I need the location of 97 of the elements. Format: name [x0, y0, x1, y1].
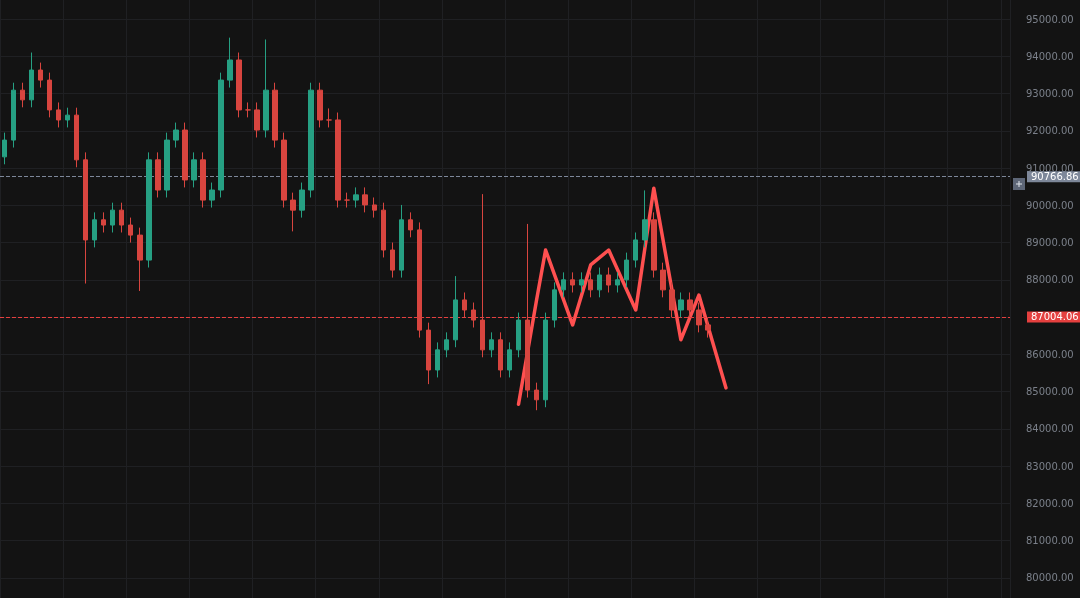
candlestick	[119, 202, 124, 233]
candlestick	[272, 82, 278, 149]
candlestick	[651, 211, 657, 279]
candlestick	[11, 82, 16, 149]
candlestick	[462, 291, 467, 318]
candlestick	[372, 196, 377, 219]
candlestick	[173, 122, 179, 149]
y-tick-label: 89000.00	[1026, 237, 1074, 249]
candlestick	[353, 186, 359, 209]
candlestick	[624, 252, 629, 288]
candlestick	[417, 221, 422, 339]
candlestick	[281, 132, 287, 209]
candlestick	[552, 281, 557, 328]
candlestick	[615, 271, 620, 293]
candlestick	[317, 82, 323, 128]
candlestick	[633, 231, 638, 269]
candlestick	[326, 107, 332, 128]
candlestick	[20, 82, 25, 108]
candlestick	[38, 62, 43, 89]
candlestick	[200, 151, 206, 209]
y-tick-label: 85000.00	[1026, 386, 1074, 398]
y-tick-label: 95000.00	[1026, 13, 1074, 25]
candlestick	[507, 341, 512, 378]
candlestick	[588, 271, 593, 298]
candlestick	[678, 291, 684, 318]
candlestick	[669, 281, 675, 318]
candlestick	[408, 211, 413, 238]
candlestick	[137, 227, 143, 292]
candlestick	[47, 72, 52, 118]
candlestick	[705, 316, 711, 339]
candlestick	[471, 302, 476, 328]
candlestick	[236, 52, 242, 118]
ref-line-label: 90766.86	[1031, 171, 1079, 183]
candlestick	[110, 202, 115, 233]
y-tick-label: 92000.00	[1026, 125, 1074, 137]
candlestick	[245, 101, 251, 118]
y-tick-label: 93000.00	[1026, 88, 1074, 100]
candlestick	[426, 322, 431, 385]
candlestick	[561, 271, 566, 298]
y-tick-label: 88000.00	[1026, 274, 1074, 286]
candlestick	[56, 101, 61, 128]
y-tick-label: 91000.00	[1026, 162, 1074, 174]
candlestick	[453, 275, 458, 348]
candlestick	[696, 302, 702, 333]
y-tick-label: 80000.00	[1026, 572, 1074, 584]
candlestick	[2, 132, 7, 165]
candlestick	[218, 72, 224, 198]
y-tick-label: 90000.00	[1026, 199, 1074, 211]
candlestick	[687, 291, 693, 318]
candlestick	[362, 186, 368, 213]
candlestick	[435, 341, 440, 378]
candlestick	[335, 112, 341, 209]
candlestick	[92, 211, 97, 248]
line-series	[516, 186, 728, 407]
candlestick	[579, 271, 584, 293]
candlestick	[308, 82, 314, 198]
candlestick	[534, 382, 539, 411]
candlestick	[290, 192, 296, 232]
candlestick	[299, 182, 305, 219]
candlestick	[254, 101, 260, 138]
candlestick	[128, 217, 133, 244]
candlestick	[29, 52, 34, 108]
candlestick	[498, 331, 503, 378]
candlestick	[642, 189, 648, 248]
candlestick	[381, 202, 386, 258]
candlestick	[597, 267, 602, 298]
candlestick	[227, 37, 233, 89]
candlestick	[543, 312, 548, 408]
candlestick	[606, 267, 611, 293]
candlestick	[344, 192, 350, 209]
candlestick	[155, 151, 161, 198]
candlestick	[444, 331, 449, 358]
candlestick	[146, 151, 152, 269]
candlestick	[480, 193, 485, 358]
candlestick	[83, 151, 88, 285]
candlestick	[263, 38, 269, 138]
candlestick	[489, 331, 494, 358]
candlestick	[525, 223, 530, 399]
y-tick-label: 94000.00	[1026, 50, 1074, 62]
candlestick	[660, 262, 666, 298]
candlestick	[209, 182, 215, 209]
candlestick	[516, 312, 521, 358]
candlestick	[182, 122, 188, 188]
y-tick-label: 86000.00	[1026, 348, 1074, 360]
candlestick	[390, 242, 395, 279]
candlestick	[164, 132, 170, 198]
candlestick	[74, 107, 79, 168]
candlestick	[570, 271, 575, 293]
candlestick	[191, 151, 197, 188]
y-tick-label: 81000.00	[1026, 535, 1074, 547]
y-tick-label: 82000.00	[1026, 497, 1074, 509]
y-tick-label: 83000.00	[1026, 460, 1074, 472]
y-tick-label: 84000.00	[1026, 423, 1074, 435]
candlestick	[65, 107, 70, 128]
ref-line-label: 87004.06	[1031, 311, 1079, 323]
candlestick	[101, 211, 106, 233]
candlestick	[399, 204, 404, 279]
